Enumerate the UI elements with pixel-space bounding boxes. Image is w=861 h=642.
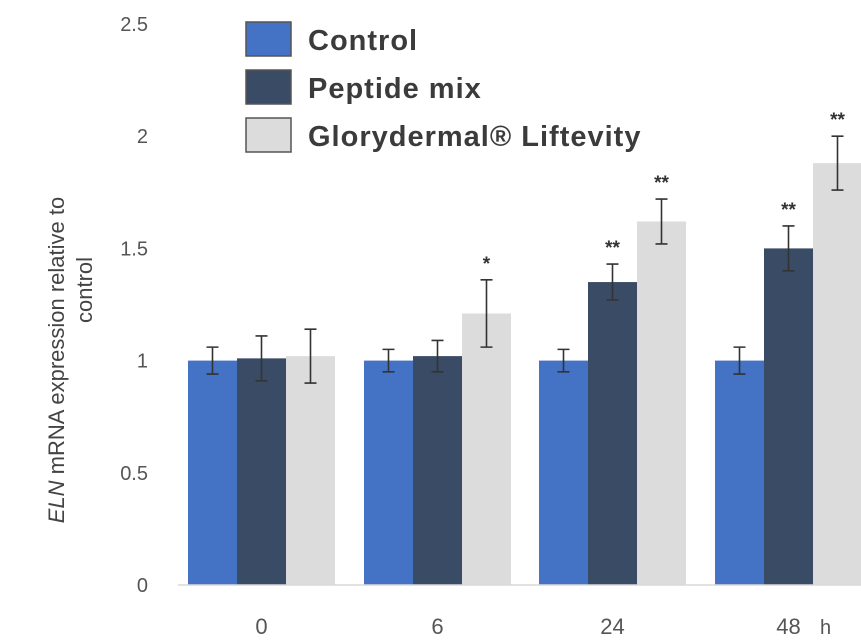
error-bar	[557, 348, 570, 373]
legend-swatch	[245, 21, 292, 57]
significance-marker: **	[781, 200, 796, 221]
significance-marker: **	[605, 238, 620, 259]
x-tick-label: 6	[431, 614, 443, 639]
y-axis-ticks: 0 0.5 1 1.5 2 2.5	[120, 14, 148, 597]
error-bar	[606, 263, 619, 301]
legend-swatch	[245, 69, 292, 105]
error-bar	[382, 348, 395, 373]
bar	[413, 356, 462, 585]
bar	[237, 358, 286, 585]
significance-markers: *********	[483, 110, 846, 275]
error-bar	[206, 346, 219, 375]
error-bar	[733, 346, 746, 375]
x-axis-unit: h	[820, 617, 831, 639]
y-axis-label-line2: control	[72, 257, 97, 323]
bar	[462, 313, 511, 585]
y-axis-label-line1: mRNA expression relative to	[44, 197, 69, 481]
error-bar	[255, 335, 268, 382]
error-bars	[206, 135, 844, 384]
legend-label: Peptide mix	[308, 73, 482, 105]
error-bar	[655, 198, 668, 245]
bar	[188, 360, 237, 585]
error-bar	[431, 339, 444, 373]
y-axis-label: ELN mRNA expression relative to	[44, 197, 69, 523]
x-tick-label: 48	[776, 614, 800, 639]
x-tick-label: 0	[255, 614, 267, 639]
legend-label: Control	[308, 25, 418, 57]
bar	[539, 360, 588, 585]
legend-swatch	[245, 117, 292, 153]
bars	[188, 163, 861, 586]
legend-label: Glorydermal® Liftevity	[308, 121, 641, 153]
error-bar	[782, 225, 795, 272]
x-axis-ticks: 0 6 24 48	[255, 614, 800, 639]
y-tick-label: 2	[137, 126, 148, 148]
error-bar	[304, 328, 317, 384]
significance-marker: **	[654, 173, 669, 194]
y-tick-label: 2.5	[120, 14, 148, 36]
significance-marker: *	[483, 254, 491, 275]
bar	[364, 360, 413, 585]
y-tick-label: 0.5	[120, 463, 148, 485]
error-bar	[831, 135, 844, 191]
y-tick-label: 0	[137, 575, 148, 597]
bar	[764, 248, 813, 585]
bar	[637, 221, 686, 586]
significance-marker: **	[830, 110, 845, 131]
bar	[588, 282, 637, 585]
x-tick-label: 24	[600, 614, 624, 639]
bar	[813, 163, 861, 586]
bar	[286, 356, 335, 585]
y-axis-label-gene: ELN	[44, 480, 69, 523]
bar	[715, 360, 764, 585]
y-tick-label: 1	[137, 351, 148, 373]
legend: Control Peptide mix Glorydermal® Liftevity	[245, 21, 641, 153]
y-tick-label: 1.5	[120, 238, 148, 260]
error-bar	[480, 279, 493, 348]
